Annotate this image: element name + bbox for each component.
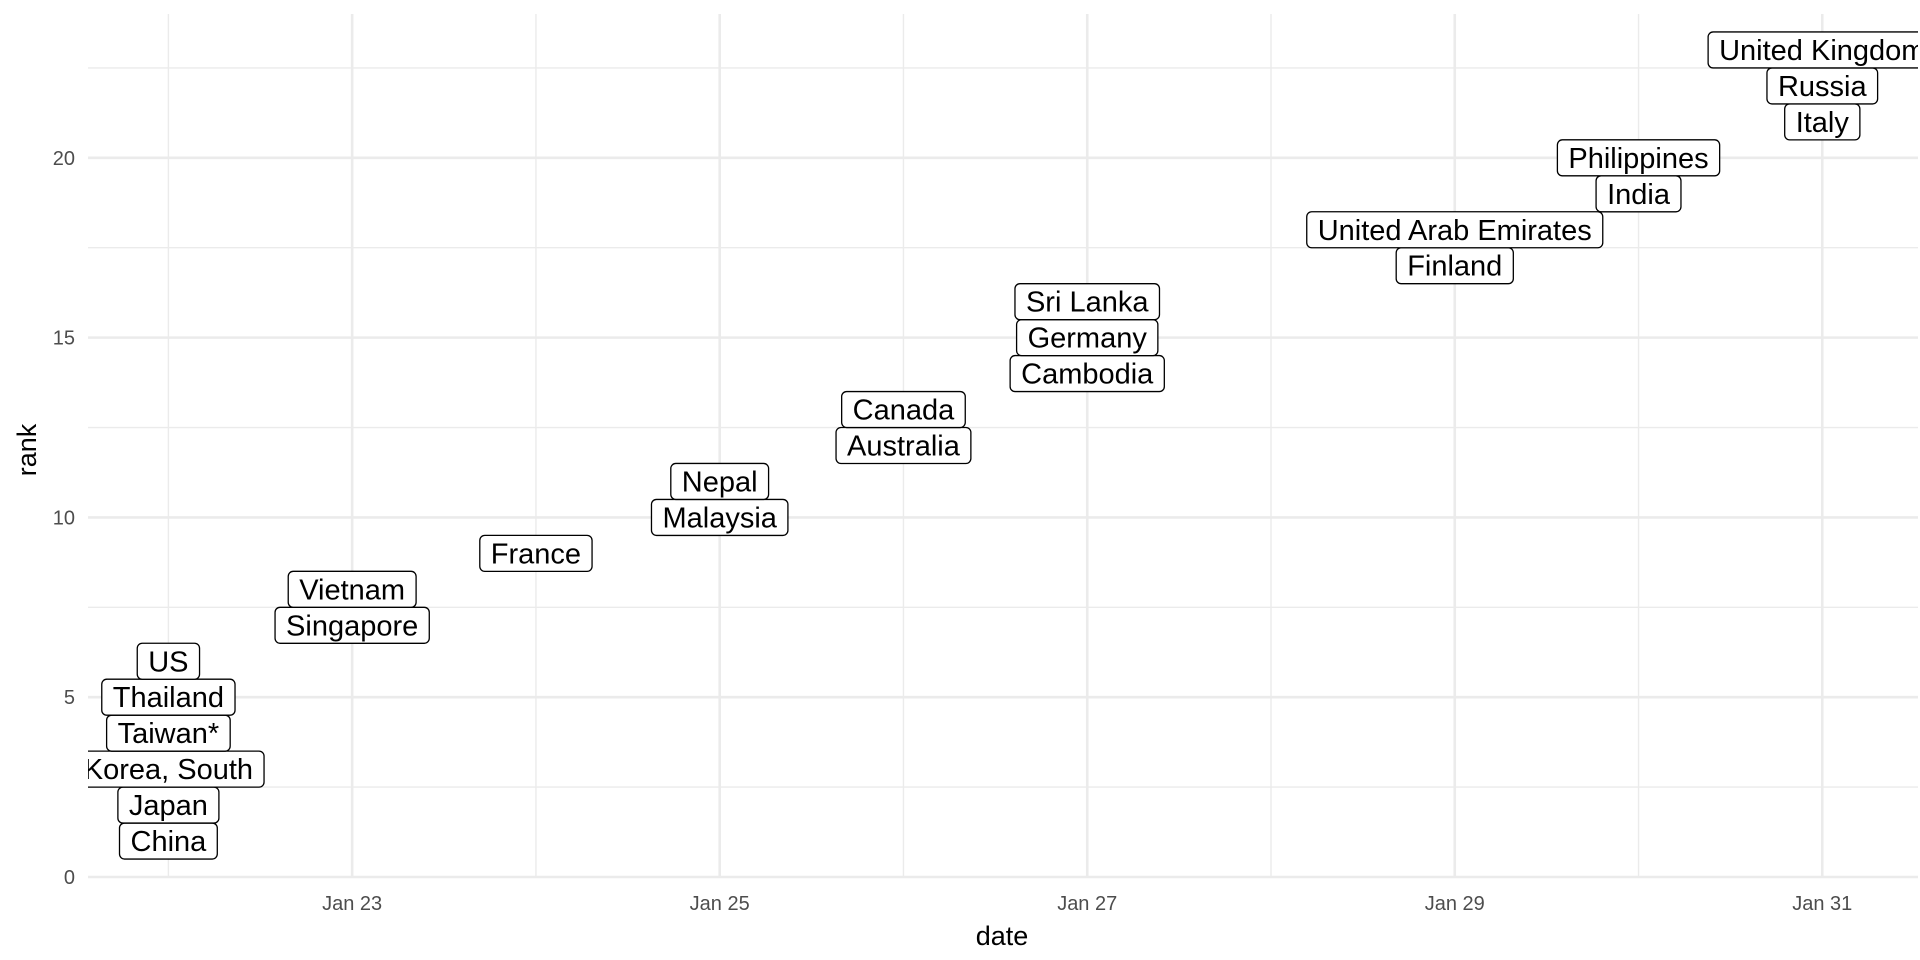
country-label-text: Nepal	[682, 466, 758, 498]
x-tick-label: Jan 29	[1425, 893, 1485, 915]
x-tick-label: Jan 23	[322, 893, 382, 915]
country-label-box	[1014, 283, 1161, 321]
country-label: Korea, South	[84, 750, 265, 788]
country-label: Finland	[1395, 247, 1514, 285]
country-label-text: Korea, South	[84, 754, 253, 786]
country-label-box	[1707, 31, 1918, 69]
country-label-text: Malaysia	[662, 502, 777, 534]
country-label: Japan	[117, 786, 220, 824]
country-label: Sri Lanka	[1014, 283, 1161, 321]
country-label: Singapore	[274, 606, 430, 644]
country-label: Nepal	[670, 462, 770, 501]
country-label-text: Philippines	[1568, 143, 1708, 175]
y-tick-label: 15	[53, 328, 75, 350]
country-label-text: Japan	[129, 790, 208, 822]
country-labels: China Japan Korea, South Taiwan* Thailand US S…	[84, 31, 1920, 860]
country-label: United Kingdom	[1707, 31, 1920, 69]
country-label-box	[479, 534, 593, 573]
major-y-gridlines	[88, 156, 1918, 879]
major-x-gridlines	[350, 14, 1824, 877]
country-label: Australia	[835, 426, 972, 465]
country-label-text: India	[1607, 179, 1671, 211]
country-label-text: China	[131, 826, 208, 858]
country-label: Germany	[1015, 318, 1159, 357]
country-label: Vietnam	[287, 570, 417, 608]
x-tick-label: Jan 25	[690, 893, 750, 915]
country-label-text: France	[491, 538, 581, 570]
country-label: India	[1595, 175, 1682, 213]
country-label: US	[136, 642, 201, 680]
country-label: Philippines	[1556, 139, 1721, 177]
country-label: Taiwan*	[105, 714, 231, 752]
country-label-box	[841, 390, 966, 429]
country-label-text: Canada	[853, 395, 955, 427]
x-tick-label: Jan 27	[1057, 893, 1117, 915]
country-label-text: Taiwan*	[118, 718, 220, 750]
country-label-text: Germany	[1028, 323, 1148, 355]
country-label: Canada	[841, 390, 966, 429]
y-tick-label: 10	[53, 507, 75, 529]
country-label: Cambodia	[1009, 354, 1165, 393]
y-tick-label: 5	[64, 687, 75, 709]
country-label-text: Australia	[847, 431, 961, 463]
y-tick-label: 20	[53, 148, 75, 170]
x-tick-label: Jan 31	[1792, 893, 1852, 915]
country-label: China	[118, 822, 218, 860]
country-label: Malaysia	[650, 498, 789, 537]
country-label-text: Sri Lanka	[1026, 287, 1149, 319]
country-label-box	[1306, 211, 1604, 249]
country-label-text: Singapore	[286, 610, 418, 642]
country-label-text: US	[148, 646, 188, 678]
country-label-box	[287, 570, 417, 608]
country-label-box	[670, 462, 770, 501]
country-label: United Arab Emirates	[1306, 211, 1604, 249]
country-label-text: United Kingdom	[1719, 35, 1920, 67]
country-label: Thailand	[101, 678, 236, 716]
country-label-text: Cambodia	[1021, 359, 1154, 391]
country-label-text: Russia	[1778, 71, 1868, 103]
country-label: Italy	[1784, 103, 1861, 141]
country-label-text: United Arab Emirates	[1318, 215, 1592, 247]
country-label-box	[1556, 139, 1721, 177]
country-label-box	[136, 642, 201, 680]
country-label-text: Italy	[1796, 107, 1850, 139]
country-label: Russia	[1766, 67, 1879, 105]
country-label-text: Vietnam	[299, 574, 405, 606]
country-label-text: Finland	[1407, 251, 1502, 283]
y-axis-title: rank	[12, 423, 42, 476]
x-axis-title: date	[976, 921, 1029, 951]
y-tick-label: 0	[64, 867, 75, 889]
country-label: France	[479, 534, 593, 573]
country-label-text: Thailand	[113, 682, 224, 714]
y-axis-ticks: 0 5 10 15 20	[53, 148, 75, 889]
x-axis-ticks: Jan 23 Jan 25 Jan 27 Jan 29 Jan 31	[322, 893, 1852, 915]
